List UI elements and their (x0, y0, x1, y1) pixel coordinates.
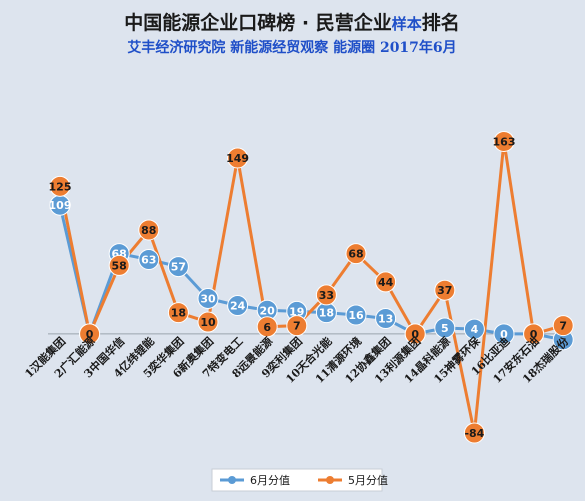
legend-box (211, 468, 383, 492)
data-point-s1-5 (167, 256, 189, 278)
data-label-s2-15: -84 (464, 427, 484, 440)
legend: 6月分值 5月分值 (211, 468, 388, 492)
data-label-s2-3: 58 (112, 259, 127, 272)
data-label-s2-9: 7 (293, 320, 301, 333)
data-label-s2-6: 10 (200, 316, 216, 329)
data-label-s2-11: 68 (348, 248, 363, 261)
data-point-s2-12 (375, 271, 397, 293)
data-point-s2-3 (108, 254, 130, 276)
chart-title: 中国能源企业口碑榜 · 民营企业样本排名 (124, 11, 459, 34)
data-point-s1-15 (463, 318, 485, 340)
data-point-s1-12 (375, 308, 397, 330)
data-label-s1-1: 109 (49, 199, 72, 212)
data-label-s1-10: 18 (319, 307, 334, 320)
data-label-s2-12: 44 (378, 276, 394, 289)
legend-label-1: 6月分值 (250, 474, 290, 487)
data-point-s2-2 (79, 323, 101, 345)
chart-subtitle: 艾丰经济研究院 新能源经贸观察 能源圈 2017年6月 (127, 39, 456, 56)
data-label-s1-11: 16 (348, 309, 364, 322)
data-point-s2-8 (256, 316, 278, 338)
data-point-s2-13 (404, 323, 426, 345)
data-label-s2-5: 18 (171, 307, 186, 320)
legend-label-2: 5月分值 (348, 474, 388, 487)
data-label-s2-17: 0 (530, 328, 538, 341)
data-point-s1-7 (227, 295, 249, 317)
data-label-s1-5: 57 (171, 261, 186, 274)
data-label-s2-14: 37 (437, 284, 452, 297)
legend-marker-2 (326, 476, 334, 484)
data-label-s2-7: 149 (226, 152, 249, 165)
legend-marker-1 (228, 476, 236, 484)
data-point-s2-14 (434, 279, 456, 301)
data-label-s2-10: 33 (319, 289, 334, 302)
data-point-s2-16 (493, 130, 515, 152)
data-label-s2-18: 7 (559, 320, 567, 333)
data-point-s2-9 (286, 315, 308, 337)
data-point-s1-11 (345, 304, 367, 326)
data-point-s2-5 (167, 302, 189, 324)
data-label-s1-16: 0 (500, 328, 508, 341)
data-point-s2-17 (523, 323, 545, 345)
data-label-s2-1: 125 (49, 180, 72, 193)
data-point-s2-11 (345, 243, 367, 265)
data-point-s1-14 (434, 317, 456, 339)
data-label-s1-12: 13 (378, 313, 393, 326)
data-point-s2-4 (138, 219, 160, 241)
data-point-s2-15 (463, 422, 485, 444)
chart-title-end: 排名 (422, 11, 460, 34)
data-label-s2-8: 6 (263, 321, 271, 334)
chart-title-main: 中国能源企业口碑榜 · 民营企业 (124, 11, 391, 34)
chart-title-suffix: 样本 (392, 15, 422, 33)
data-point-s2-7 (227, 147, 249, 169)
data-point-s1-4 (138, 249, 160, 271)
data-label-s2-13: 0 (411, 328, 419, 341)
data-point-s2-1 (49, 175, 71, 197)
data-label-s1-7: 24 (230, 300, 246, 313)
data-label-s1-8: 20 (260, 304, 276, 317)
data-label-s2-2: 0 (86, 328, 94, 341)
data-point-s1-6 (197, 287, 219, 309)
data-label-s1-4: 63 (141, 254, 156, 267)
data-point-s1-16 (493, 323, 515, 345)
data-point-s2-10 (315, 284, 337, 306)
data-label-s1-15: 4 (471, 323, 479, 336)
data-point-s2-18 (552, 315, 574, 337)
data-label-s2-16: 163 (493, 135, 516, 148)
data-label-s1-9: 19 (289, 305, 304, 318)
data-label-s2-4: 88 (141, 224, 156, 237)
data-point-s2-6 (197, 311, 219, 333)
data-label-s1-14: 5 (441, 322, 449, 335)
data-label-s1-6: 30 (200, 292, 216, 305)
